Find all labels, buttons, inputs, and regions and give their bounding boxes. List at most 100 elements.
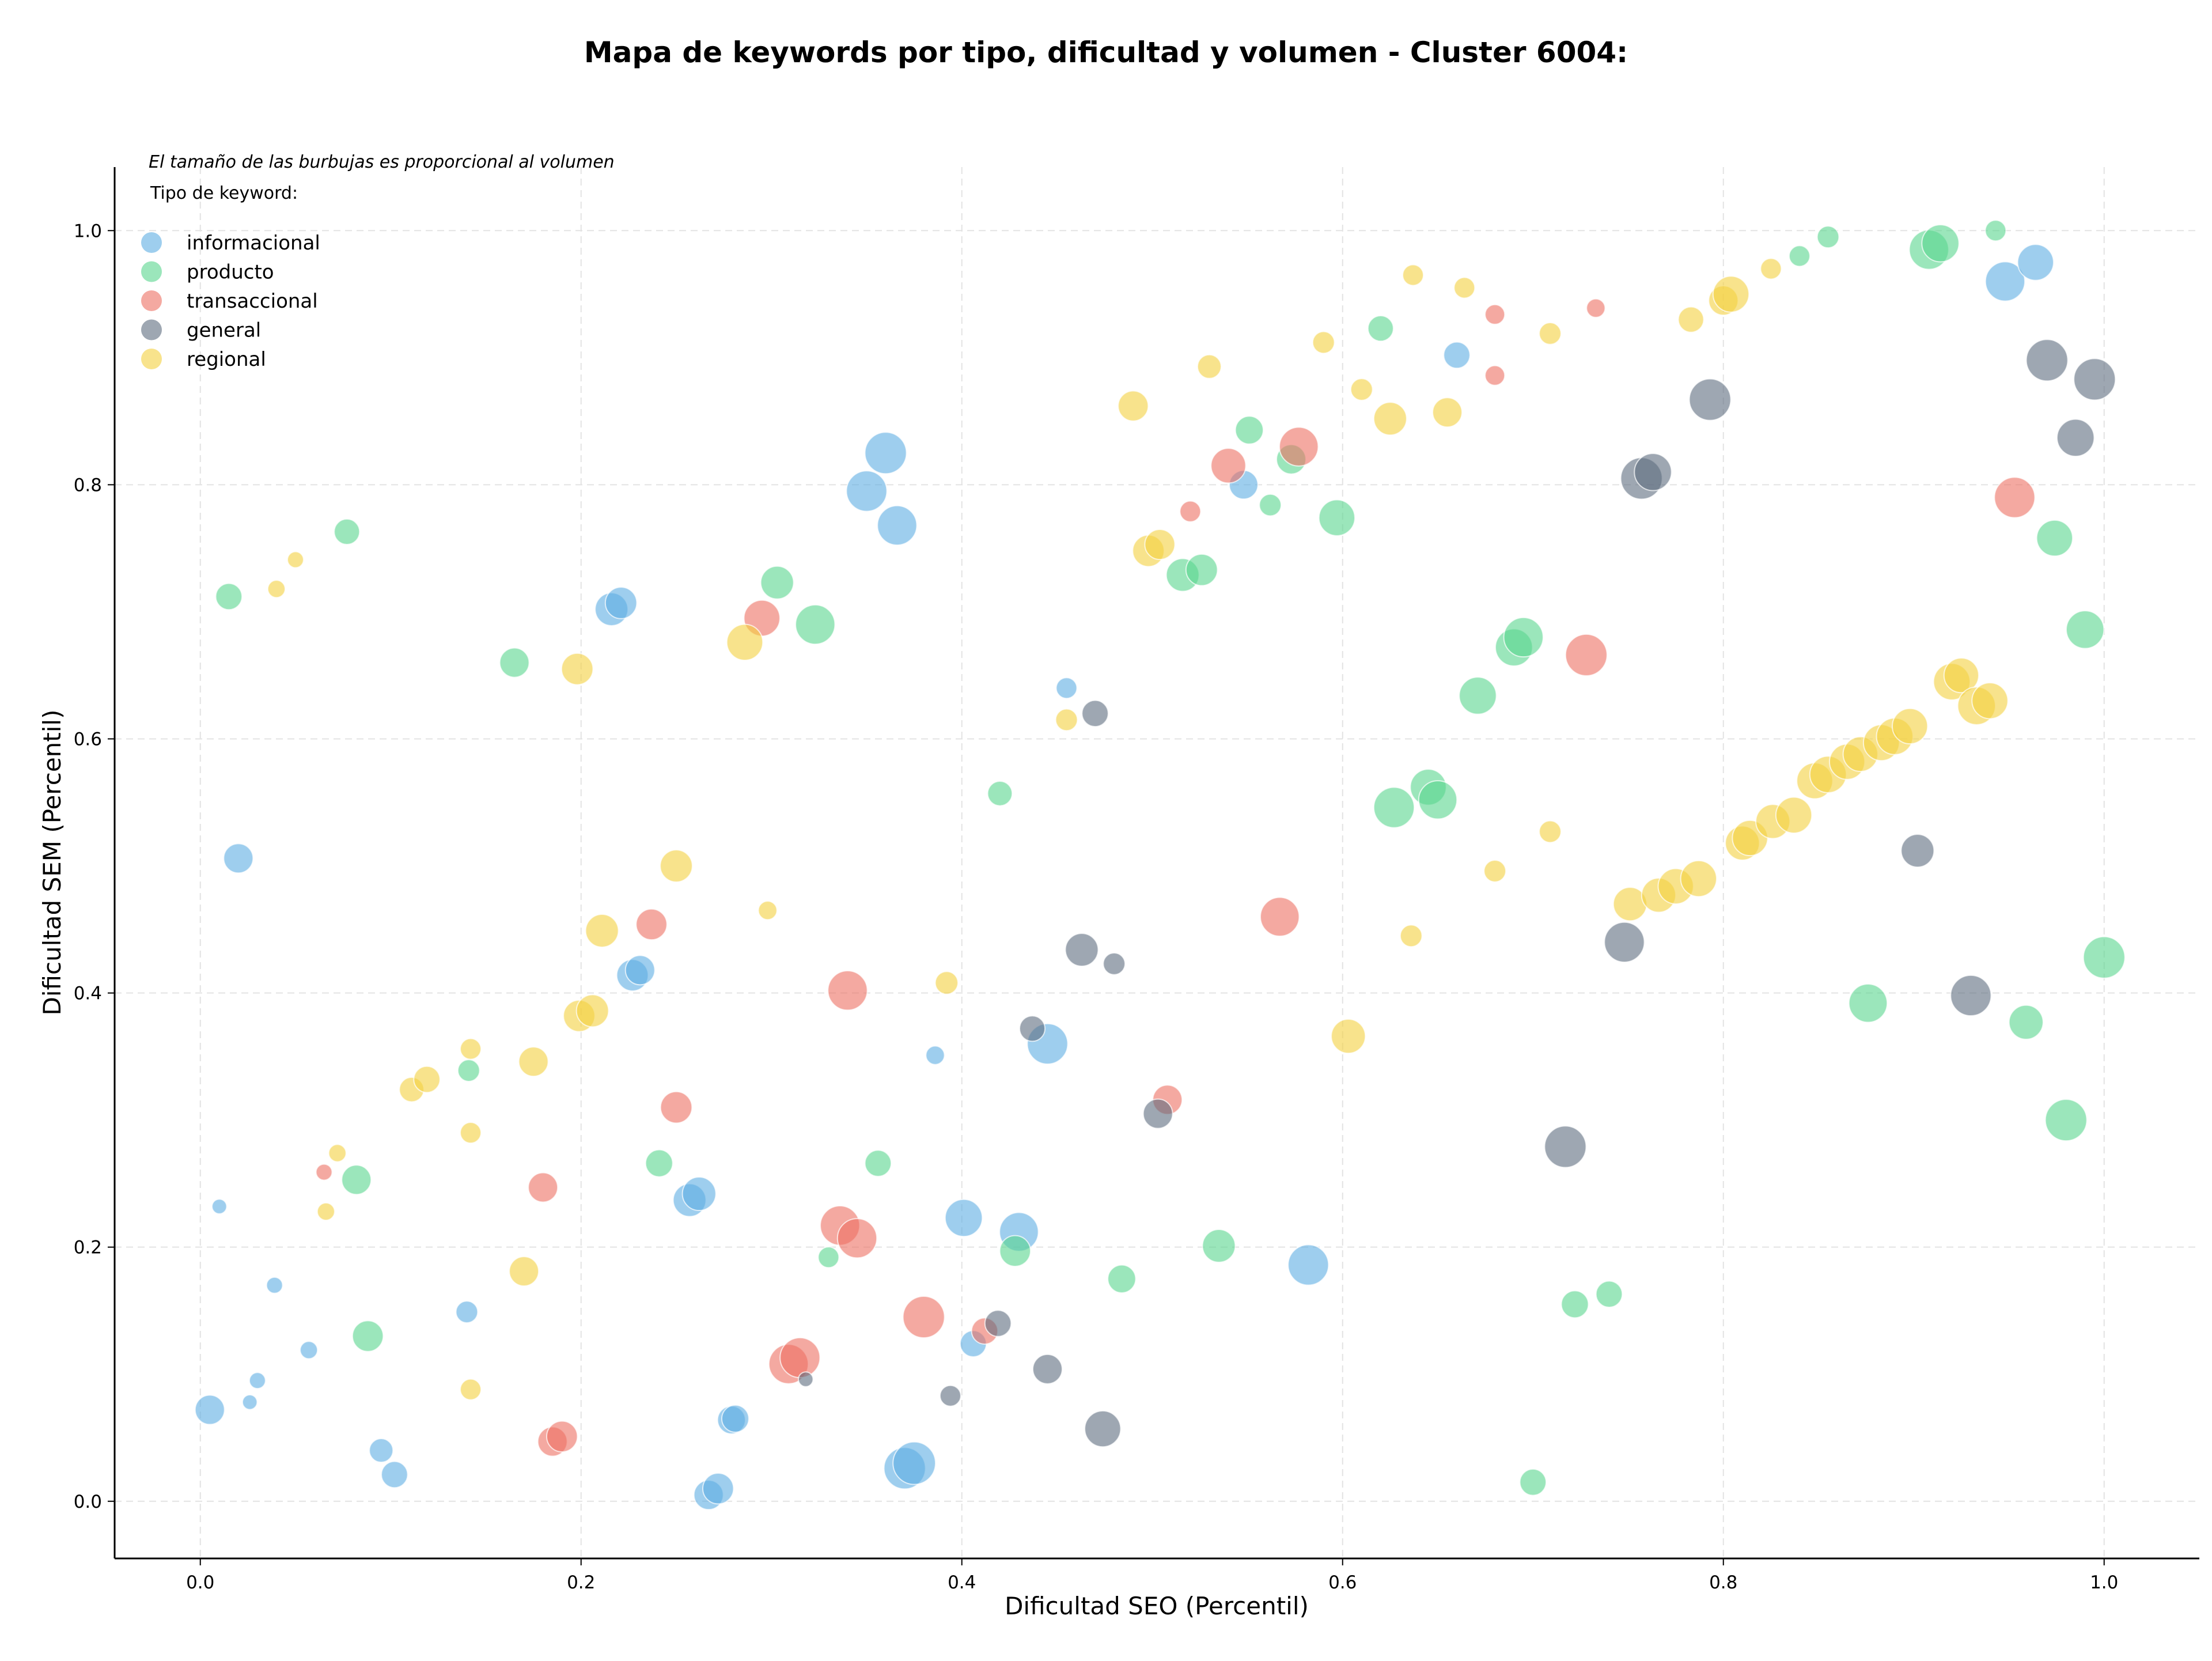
bubble-producto (1503, 616, 1544, 658)
bubble-informacional (248, 1372, 266, 1390)
bubble-transaccional (1259, 896, 1300, 937)
legend-marker-transaccional (141, 290, 162, 311)
bubble-producto (2066, 610, 2105, 649)
bubble-regional (460, 1122, 482, 1144)
bubble-informacional (194, 1394, 225, 1425)
bubble-layer (194, 220, 2126, 1511)
bubble-regional (757, 901, 778, 921)
bubble-informacional (604, 587, 638, 619)
bubble-regional (575, 994, 609, 1028)
y-tick-label: 1.0 (74, 221, 102, 241)
bubble-producto (645, 1149, 673, 1178)
bubble-regional (518, 1046, 549, 1077)
bubble-regional (1943, 657, 1979, 694)
bubble-informacional (892, 1441, 936, 1485)
bubble-transaccional (635, 908, 668, 941)
bubble-transaccional (1994, 476, 2036, 519)
y-axis-label: Dificultad SEM (Percentil) (38, 710, 66, 1016)
bubble-general (1084, 1410, 1122, 1448)
bubble-producto (760, 565, 794, 600)
y-tick-label: 0.4 (74, 983, 102, 1004)
bubble-size-note: El tamaño de las burbujas es proporciona… (149, 152, 615, 172)
bubble-producto (817, 1246, 840, 1269)
bubble-regional (1118, 390, 1149, 422)
axis-ticks: 0.0 0.2 0.4 0.6 0.8 1.0 0.0 0.2 0.4 0.6 0.8 1.0 (74, 221, 2119, 1593)
bubble-general (1081, 699, 1109, 728)
bubble-transaccional (1210, 448, 1247, 484)
x-tick-label: 0.2 (567, 1572, 595, 1593)
bubble-regional (316, 1202, 335, 1221)
bubble-general (1634, 453, 1672, 491)
bubble-producto (1560, 1290, 1589, 1319)
bubble-general (1018, 1015, 1046, 1042)
y-tick-label: 0.8 (74, 475, 102, 495)
bubble-informacional (721, 1404, 749, 1433)
bubble-producto (1185, 553, 1218, 587)
legend-label-informacional: informacional (187, 232, 320, 255)
bubble-regional (413, 1065, 441, 1094)
bubble-regional (509, 1256, 540, 1287)
series-producto (215, 220, 2126, 1496)
bubble-informacional (266, 1276, 283, 1294)
bubble-transaccional (779, 1337, 821, 1379)
bubble-informacional (1287, 1244, 1330, 1286)
bubble-regional (460, 1038, 482, 1060)
bubble-general (1544, 1125, 1587, 1168)
bubble-regional (1350, 378, 1373, 401)
bubble-transaccional (1484, 365, 1506, 386)
bubble-producto (1259, 493, 1282, 517)
x-tick-label: 0.8 (1709, 1572, 1737, 1593)
bubble-regional (585, 914, 619, 948)
legend: informacional producto transaccional genera… (141, 232, 320, 371)
bubble-informacional (381, 1461, 408, 1489)
bubble-regional (1483, 859, 1507, 883)
legend-label-transaccional: transaccional (187, 290, 318, 313)
legend-label-general: general (187, 319, 261, 342)
bubble-regional (1399, 924, 1423, 948)
bubble-producto (1984, 220, 2007, 242)
bubble-producto (999, 1235, 1031, 1267)
bubble-transaccional (1279, 426, 1319, 467)
bubble-general (2073, 358, 2116, 401)
bubble-regional (460, 1378, 482, 1401)
bubble-producto (1234, 415, 1264, 445)
series-transaccional (315, 298, 2036, 1457)
legend-title: Tipo de keyword: (150, 183, 298, 203)
bubble-transaccional (1484, 304, 1506, 325)
bubble-regional (1775, 796, 1813, 834)
bubble-transaccional (660, 1091, 693, 1124)
bubble-producto (795, 604, 836, 645)
bubble-informacional (1055, 677, 1078, 699)
bubble-informacional (455, 1300, 479, 1324)
bubble-producto (1519, 1468, 1547, 1496)
bubble-producto (499, 647, 530, 678)
bubble-regional (1891, 707, 1929, 745)
bubble-regional (328, 1144, 347, 1163)
bubble-regional (1196, 354, 1222, 379)
bubble-regional (726, 623, 764, 661)
bubble-informacional (846, 470, 888, 512)
bubble-producto (334, 518, 361, 546)
bubble-regional (1402, 264, 1425, 286)
bubble-regional (1539, 820, 1562, 843)
series-regional (267, 258, 2009, 1401)
bubble-transaccional (1179, 500, 1202, 523)
bubble-transaccional (1565, 633, 1608, 676)
bubble-regional (1055, 708, 1078, 732)
bubble-general (1032, 1353, 1063, 1384)
bubble-informacional (1984, 261, 2026, 302)
x-tick-label: 0.6 (1328, 1572, 1357, 1593)
bubble-producto (1418, 780, 1458, 820)
legend-marker-producto (141, 261, 162, 282)
bubble-regional (1331, 1018, 1366, 1054)
bubble-regional (1680, 860, 1717, 898)
legend-marker-informacional (141, 232, 162, 253)
bubble-regional (1971, 682, 2009, 720)
bubble-transaccional (315, 1163, 333, 1181)
bubble-producto (341, 1164, 372, 1195)
bubble-general (1065, 933, 1099, 967)
bubble-general (939, 1384, 961, 1407)
bubble-informacional (369, 1438, 394, 1463)
bubble-producto (1816, 225, 1840, 249)
